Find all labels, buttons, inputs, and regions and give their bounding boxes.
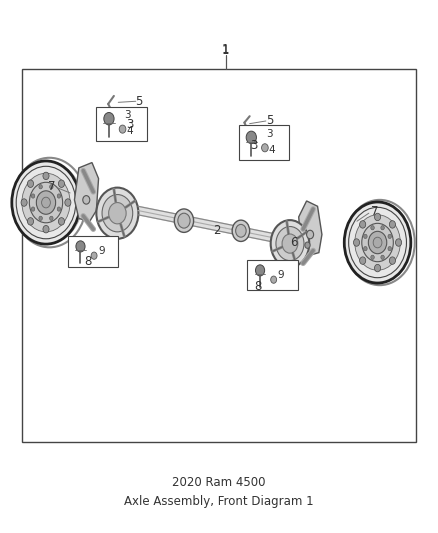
Text: 8: 8 xyxy=(84,255,91,268)
Circle shape xyxy=(381,225,384,230)
Text: 1: 1 xyxy=(222,44,230,57)
Circle shape xyxy=(364,235,367,239)
Text: 1: 1 xyxy=(222,43,230,55)
Bar xyxy=(239,125,289,160)
Text: 9: 9 xyxy=(98,246,105,256)
Circle shape xyxy=(276,227,304,261)
Circle shape xyxy=(373,237,382,248)
Circle shape xyxy=(246,131,256,143)
Text: 6: 6 xyxy=(290,236,298,249)
Circle shape xyxy=(22,173,70,232)
Circle shape xyxy=(96,188,138,239)
Circle shape xyxy=(344,202,411,283)
Circle shape xyxy=(389,257,396,264)
Circle shape xyxy=(236,224,246,237)
Circle shape xyxy=(57,194,61,198)
Circle shape xyxy=(31,207,35,211)
Circle shape xyxy=(389,221,396,228)
Circle shape xyxy=(39,184,42,189)
Text: 7: 7 xyxy=(371,205,378,218)
Circle shape xyxy=(178,213,190,228)
Text: 3: 3 xyxy=(266,129,273,139)
Circle shape xyxy=(43,225,49,233)
Text: 4: 4 xyxy=(127,126,133,136)
Circle shape xyxy=(305,242,310,248)
Circle shape xyxy=(362,223,393,262)
Circle shape xyxy=(353,239,360,246)
Circle shape xyxy=(271,220,309,267)
Circle shape xyxy=(371,255,374,260)
Circle shape xyxy=(364,246,367,251)
Polygon shape xyxy=(74,163,99,221)
Circle shape xyxy=(388,246,392,251)
Circle shape xyxy=(28,217,34,225)
Circle shape xyxy=(374,264,381,272)
Circle shape xyxy=(21,199,27,206)
Bar xyxy=(96,107,147,141)
Text: 3: 3 xyxy=(124,110,131,120)
Circle shape xyxy=(58,180,64,188)
Text: 8: 8 xyxy=(254,280,261,293)
Circle shape xyxy=(174,209,194,232)
Circle shape xyxy=(381,255,384,260)
Circle shape xyxy=(58,217,64,225)
Polygon shape xyxy=(299,201,322,256)
Circle shape xyxy=(28,180,34,188)
Circle shape xyxy=(374,213,381,221)
Circle shape xyxy=(49,216,53,221)
Circle shape xyxy=(360,221,366,228)
Circle shape xyxy=(360,257,366,264)
Circle shape xyxy=(12,161,80,244)
Circle shape xyxy=(49,184,53,189)
Text: 3: 3 xyxy=(126,118,133,131)
Circle shape xyxy=(232,220,250,241)
Circle shape xyxy=(65,199,71,206)
Circle shape xyxy=(109,203,126,224)
Circle shape xyxy=(271,276,277,283)
Circle shape xyxy=(36,191,56,214)
Text: 5: 5 xyxy=(266,115,273,127)
Text: 3: 3 xyxy=(251,139,258,152)
Circle shape xyxy=(39,216,42,221)
Circle shape xyxy=(57,207,61,211)
Circle shape xyxy=(396,239,402,246)
Circle shape xyxy=(91,252,97,259)
Circle shape xyxy=(388,235,392,239)
Circle shape xyxy=(355,215,400,270)
Circle shape xyxy=(31,194,35,198)
Text: 4: 4 xyxy=(269,144,276,155)
Circle shape xyxy=(83,196,90,204)
Circle shape xyxy=(42,197,50,208)
Text: Axle Assembly, Front Diagram 1: Axle Assembly, Front Diagram 1 xyxy=(124,495,314,507)
Text: 9: 9 xyxy=(278,270,284,280)
Circle shape xyxy=(29,182,63,223)
Circle shape xyxy=(104,112,114,125)
Text: 2020 Ram 4500: 2020 Ram 4500 xyxy=(172,476,266,489)
Text: 2: 2 xyxy=(213,224,221,237)
Circle shape xyxy=(76,241,85,252)
Circle shape xyxy=(43,172,49,180)
Circle shape xyxy=(371,225,374,230)
Circle shape xyxy=(255,265,265,276)
Circle shape xyxy=(261,144,268,152)
Bar xyxy=(68,236,118,266)
Circle shape xyxy=(119,125,126,133)
Text: 5: 5 xyxy=(136,95,143,108)
Bar xyxy=(22,69,416,442)
Circle shape xyxy=(102,195,133,232)
Bar xyxy=(247,260,298,290)
Circle shape xyxy=(307,230,314,239)
Circle shape xyxy=(368,231,387,254)
Circle shape xyxy=(282,234,298,253)
Text: 7: 7 xyxy=(48,180,56,193)
